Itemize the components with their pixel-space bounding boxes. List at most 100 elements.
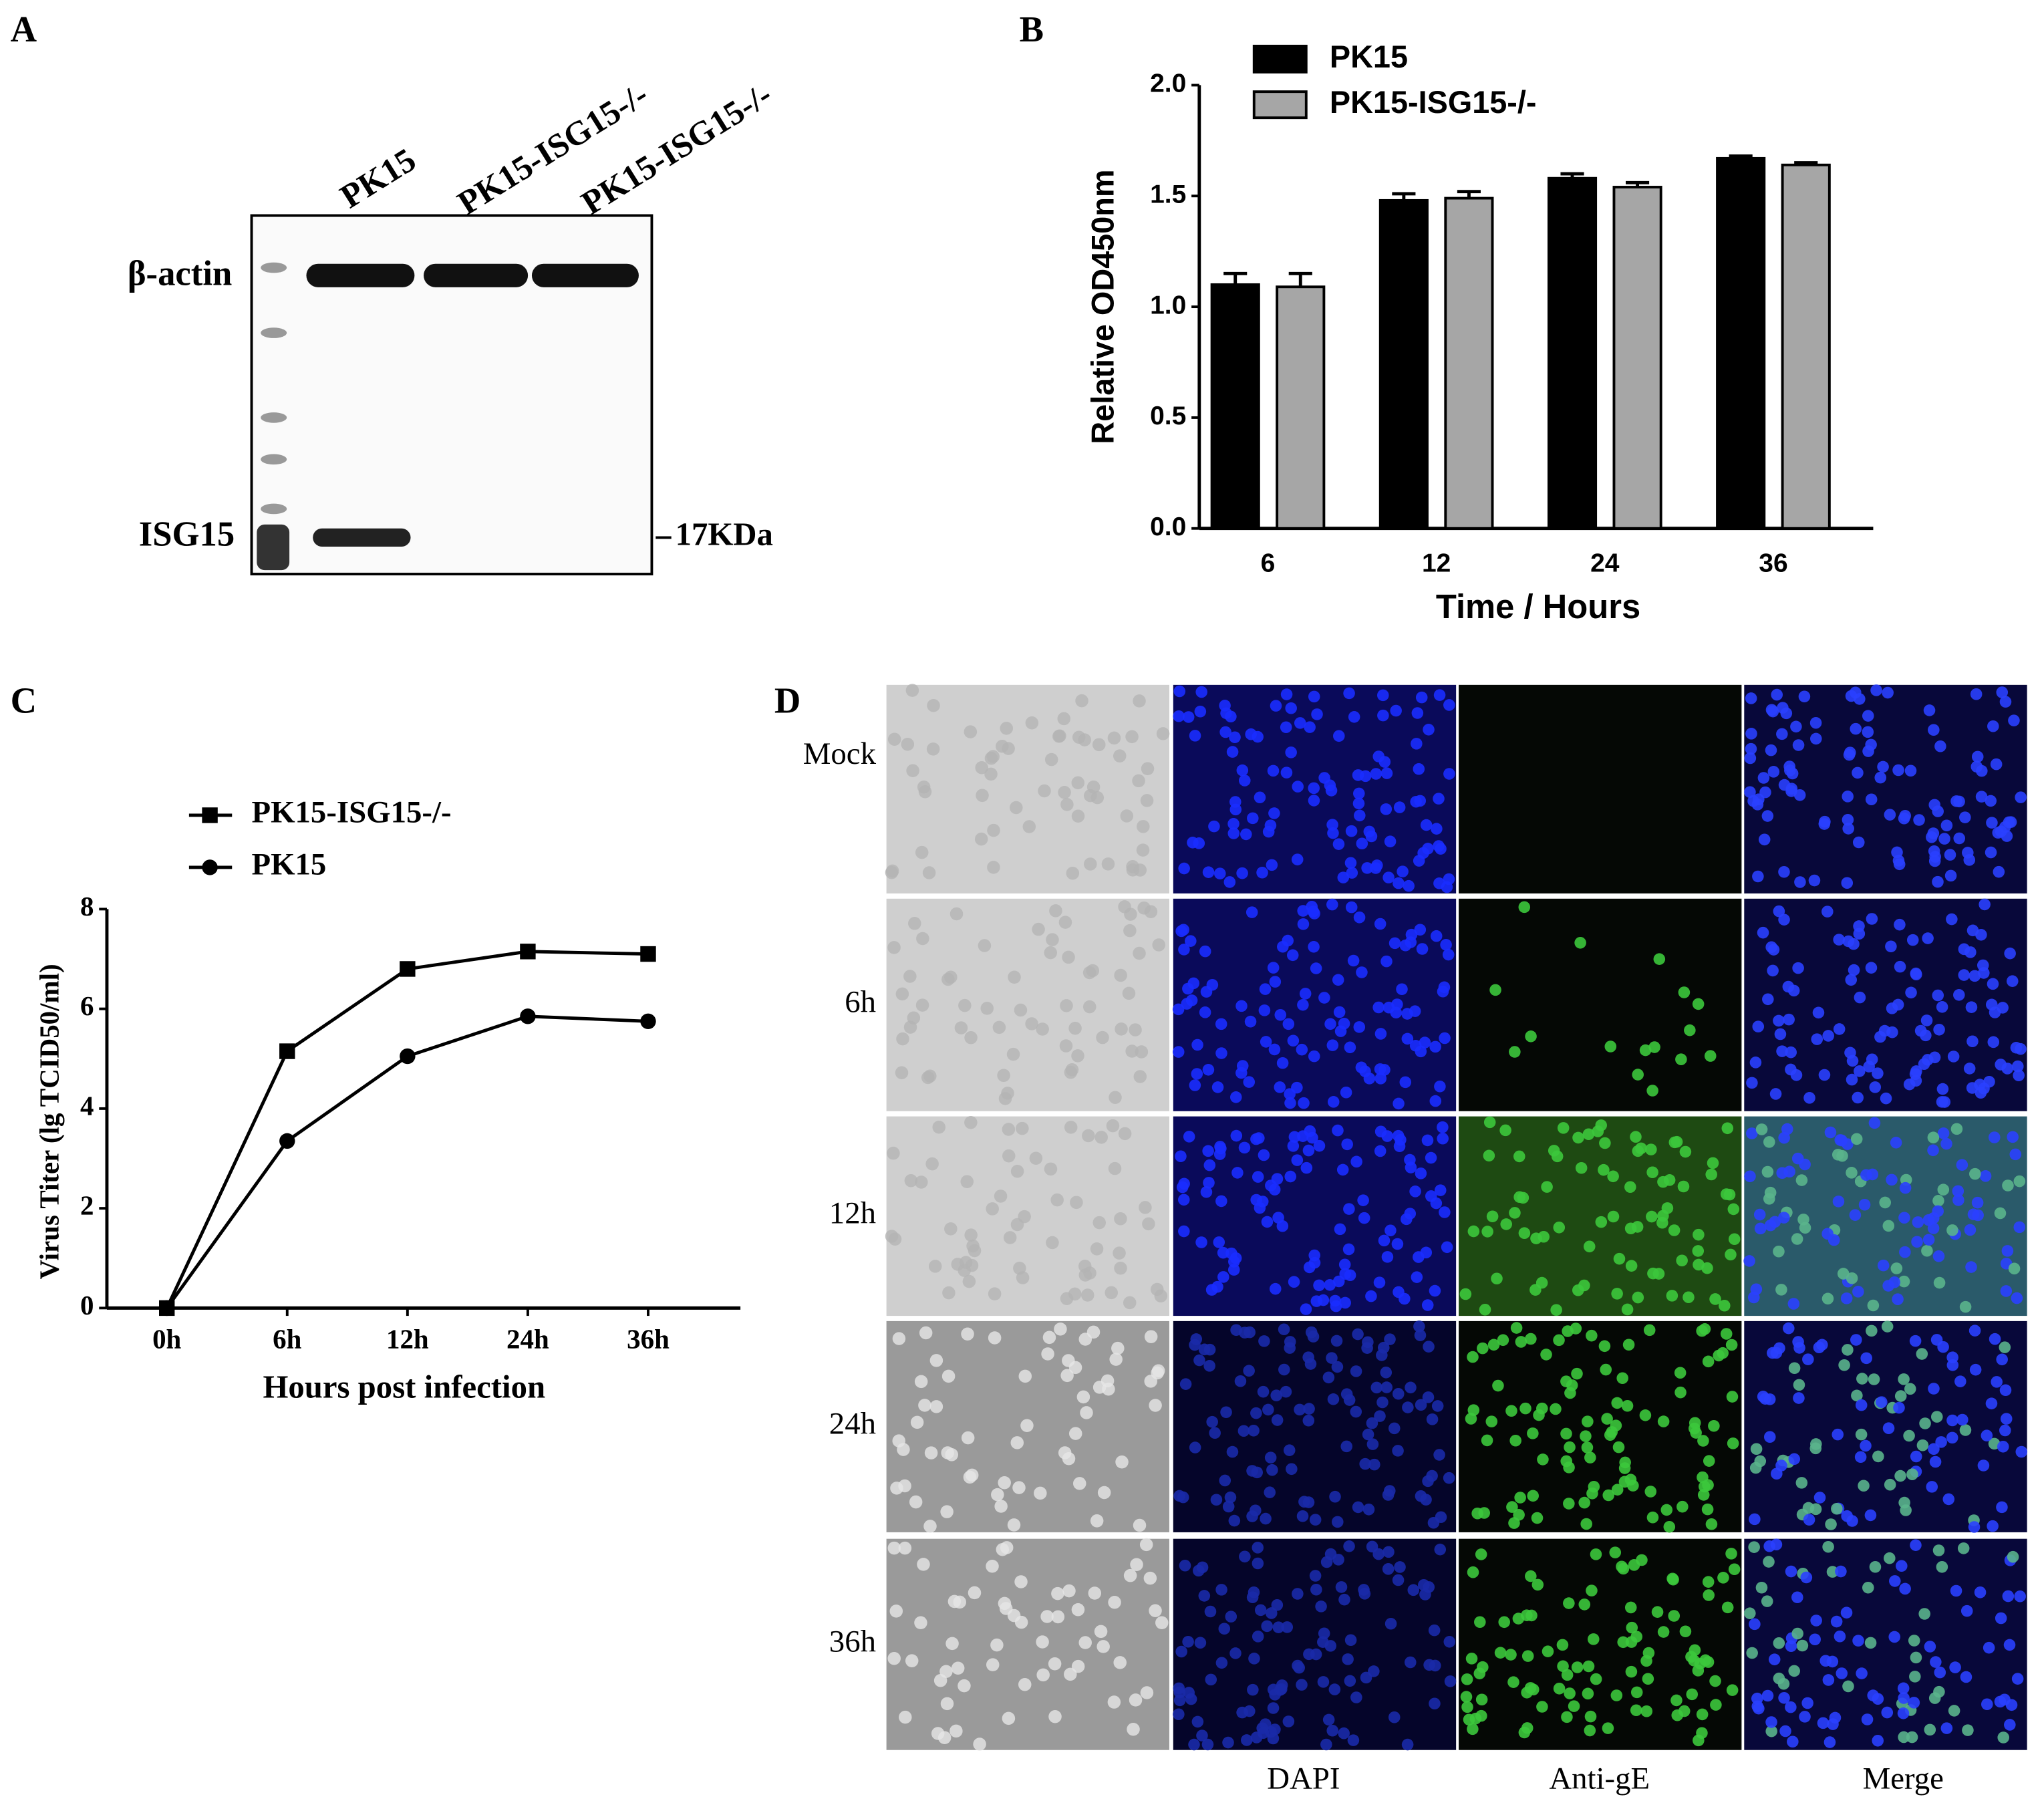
cell xyxy=(1928,855,1941,867)
cell xyxy=(1036,1022,1049,1036)
cell xyxy=(1885,940,1897,953)
cell xyxy=(1392,1388,1405,1400)
cell xyxy=(1431,1400,1444,1412)
cell xyxy=(1322,1713,1335,1726)
cell xyxy=(1753,1702,1765,1715)
cell xyxy=(1619,1456,1631,1469)
y-axis-title: Relative OD450nm xyxy=(1086,170,1121,444)
cell xyxy=(1342,1653,1354,1665)
cell xyxy=(1834,1630,1846,1643)
cell xyxy=(1653,953,1666,965)
cell xyxy=(1269,976,1282,988)
cell xyxy=(1675,1053,1687,1065)
cell xyxy=(986,1560,999,1573)
cell xyxy=(1899,1246,1911,1258)
cell xyxy=(1380,1367,1393,1379)
cell xyxy=(1699,1480,1711,1493)
cell xyxy=(1401,1032,1414,1045)
cell xyxy=(1928,1051,1941,1064)
cell xyxy=(1652,1268,1665,1280)
cell xyxy=(1339,1296,1351,1309)
cell xyxy=(1345,825,1358,837)
cell xyxy=(1215,1047,1227,1059)
cell xyxy=(1250,1504,1262,1517)
cell xyxy=(1877,760,1889,773)
cell xyxy=(1477,1661,1489,1673)
cell xyxy=(1613,1252,1626,1265)
cell xyxy=(1443,699,1455,711)
cell xyxy=(1822,1030,1834,1042)
cell xyxy=(1746,1077,1758,1089)
cell xyxy=(1433,1449,1445,1461)
cell xyxy=(1586,1329,1598,1342)
cell xyxy=(1863,1061,1875,1073)
cell xyxy=(1345,901,1358,914)
cell xyxy=(1845,690,1858,702)
cell xyxy=(1749,1618,1761,1631)
cell xyxy=(1923,704,1936,716)
cell xyxy=(1353,1021,1366,1033)
cell xyxy=(1049,904,1062,918)
cell xyxy=(1411,707,1424,719)
cell xyxy=(1090,1242,1104,1256)
cell xyxy=(1773,1637,1785,1649)
cell xyxy=(916,932,929,946)
cell xyxy=(1721,1122,1734,1135)
cell xyxy=(1936,1001,1948,1013)
cell xyxy=(1621,1303,1634,1316)
cell xyxy=(918,1399,931,1412)
blot-band xyxy=(531,263,639,287)
cell xyxy=(1868,1373,1880,1385)
cell xyxy=(1686,1688,1699,1701)
cell xyxy=(1243,1076,1256,1088)
legend-swatch xyxy=(1252,90,1308,120)
cell xyxy=(1725,1339,1738,1351)
cell xyxy=(1228,1514,1241,1527)
cell xyxy=(1628,1559,1640,1571)
cell xyxy=(1348,711,1360,723)
cell xyxy=(975,760,988,775)
cell xyxy=(1481,1226,1493,1238)
cell xyxy=(1999,1424,2011,1437)
cell xyxy=(1344,1634,1357,1647)
cell xyxy=(892,1434,905,1447)
cell xyxy=(1415,1167,1427,1179)
cell xyxy=(1018,1369,1032,1383)
cell xyxy=(1338,1593,1350,1606)
cell xyxy=(1826,1566,1839,1578)
cell xyxy=(1266,1463,1278,1476)
cell xyxy=(1409,1186,1421,1198)
cell xyxy=(1499,1124,1511,1137)
cell xyxy=(1785,1046,1797,1059)
cell xyxy=(1195,1236,1207,1248)
cell xyxy=(1422,1391,1435,1403)
cell xyxy=(1582,1687,1594,1700)
cell xyxy=(1254,1202,1266,1214)
cell xyxy=(1563,1597,1575,1609)
cell xyxy=(1332,838,1345,850)
cell xyxy=(1846,1055,1859,1067)
cell xyxy=(1239,1327,1251,1339)
cell xyxy=(1296,1043,1308,1056)
cell xyxy=(1862,726,1874,738)
cell xyxy=(1937,1127,1950,1139)
cell xyxy=(1405,928,1418,941)
cell xyxy=(1429,1697,1441,1710)
bar xyxy=(1716,156,1766,530)
cell xyxy=(1661,1202,1674,1214)
cell xyxy=(1409,1005,1421,1017)
cell xyxy=(1405,1656,1417,1669)
cell xyxy=(1590,1548,1602,1560)
cell xyxy=(1995,1612,2007,1625)
cell xyxy=(1624,1222,1637,1235)
cell xyxy=(1865,793,1878,805)
cell xyxy=(1726,1391,1739,1403)
cell xyxy=(1928,1383,1940,1395)
cell xyxy=(1155,1616,1169,1630)
cell xyxy=(1568,1700,1580,1712)
cell xyxy=(1415,1045,1427,1058)
cell xyxy=(1971,750,1984,763)
cell xyxy=(1767,964,1779,977)
cell xyxy=(899,1710,912,1724)
cell xyxy=(1823,1736,1836,1748)
